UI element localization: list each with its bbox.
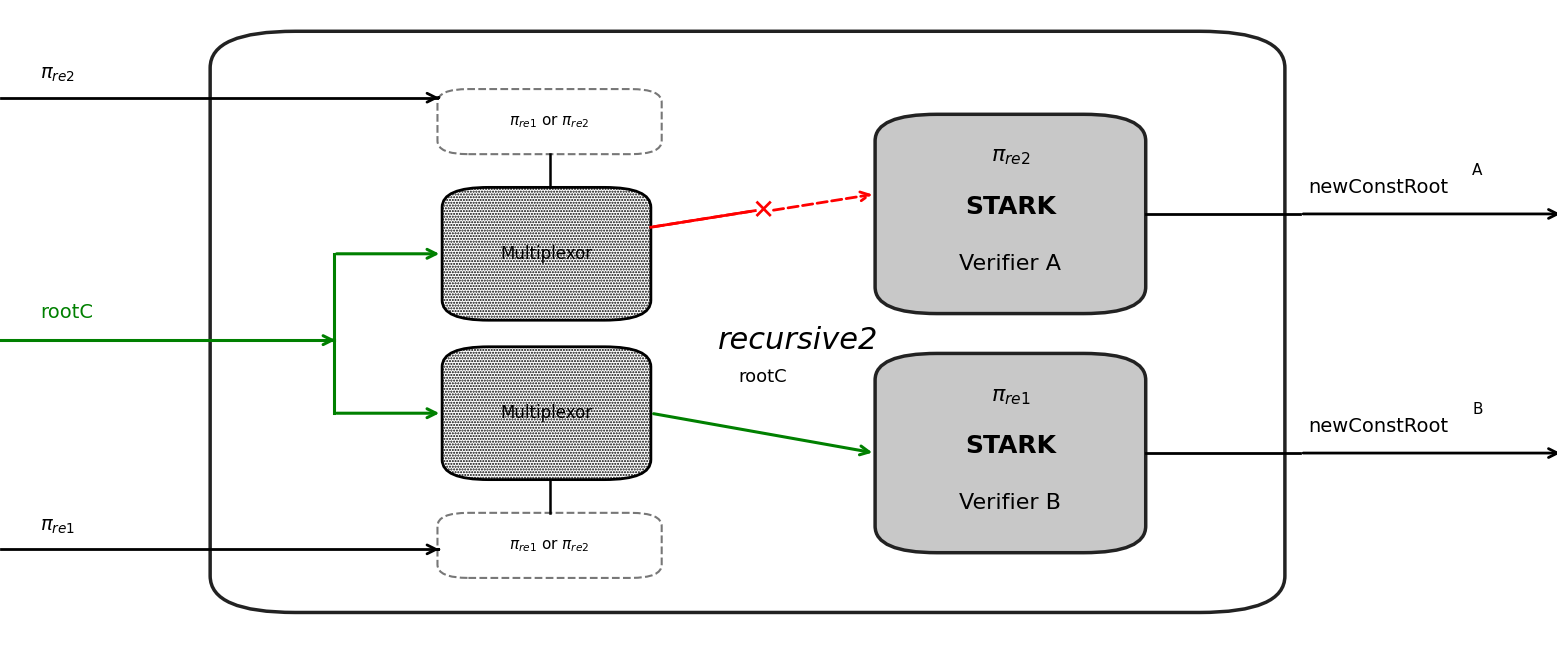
Text: Multiplexor: Multiplexor [500,404,593,422]
Text: $\pi_{re1}$ or $\pi_{re2}$: $\pi_{re1}$ or $\pi_{re2}$ [509,537,590,554]
Text: $\pi_{re1}$: $\pi_{re1}$ [990,387,1031,407]
Text: B: B [1471,402,1482,418]
Text: $\pi_{re2}$: $\pi_{re2}$ [990,147,1031,167]
FancyBboxPatch shape [875,354,1146,553]
Text: STARK: STARK [965,195,1056,219]
FancyBboxPatch shape [210,31,1285,612]
Text: $\pi_{re2}$: $\pi_{re2}$ [40,65,75,84]
Text: newConstRoot: newConstRoot [1308,178,1448,197]
Text: rootC: rootC [738,368,788,386]
Text: ✕: ✕ [752,197,775,225]
Text: Verifier A: Verifier A [959,253,1062,273]
Text: recursive2: recursive2 [718,325,878,355]
FancyBboxPatch shape [438,513,662,578]
FancyBboxPatch shape [442,187,651,320]
Text: Verifier B: Verifier B [959,493,1062,513]
Text: Multiplexor: Multiplexor [500,245,593,263]
Text: STARK: STARK [965,434,1056,458]
Text: newConstRoot: newConstRoot [1308,417,1448,436]
FancyBboxPatch shape [442,347,651,480]
Text: $\pi_{re1}$: $\pi_{re1}$ [40,517,75,536]
Text: rootC: rootC [40,303,93,321]
FancyBboxPatch shape [875,114,1146,313]
Text: A: A [1471,163,1482,178]
FancyBboxPatch shape [438,89,662,154]
Text: $\pi_{re1}$ or $\pi_{re2}$: $\pi_{re1}$ or $\pi_{re2}$ [509,113,590,130]
